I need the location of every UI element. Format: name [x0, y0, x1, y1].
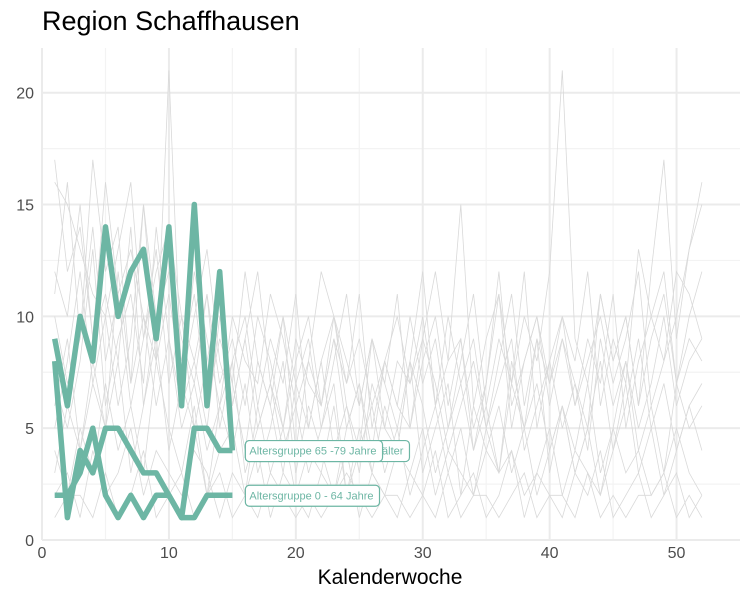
background-series-line — [54, 450, 703, 519]
series-label: Altersgruppe 65 -79 Jahre — [244, 439, 384, 463]
highlight-series — [51, 201, 236, 521]
y-tick-label: 20 — [16, 86, 34, 103]
y-tick-label: 0 — [25, 533, 34, 550]
background-series-line — [54, 204, 703, 451]
background-series-line — [54, 70, 703, 406]
background-series — [54, 70, 703, 520]
background-series-line — [54, 338, 703, 496]
background-series-line — [54, 428, 703, 520]
axis-ticks: 0 10 20 30 40 50 0 5 10 15 20 — [16, 86, 685, 562]
series-label: Altersgruppe 0 - 64 Jahre — [244, 484, 381, 507]
series-label-box — [244, 484, 381, 507]
x-tick-label: 40 — [541, 545, 559, 562]
highlight-series-line — [54, 425, 233, 521]
series-label-text: Altersgruppe 65 -79 Jahre — [249, 446, 376, 458]
highlight-series-line — [51, 201, 236, 451]
background-series-line — [54, 204, 703, 451]
x-tick-label: 30 — [414, 545, 432, 562]
x-tick-label: 0 — [38, 545, 47, 562]
chart-title: Region Schaffhausen — [42, 6, 300, 36]
series-label-box — [244, 439, 384, 463]
series-labels: Altersgruppe 80 Jahre und älterAltersgru… — [244, 439, 411, 507]
x-tick-label: 50 — [668, 545, 686, 562]
y-tick-label: 15 — [16, 198, 34, 215]
x-axis-title: Kalenderwoche — [318, 566, 463, 589]
y-tick-label: 10 — [16, 309, 34, 326]
y-tick-label: 5 — [25, 421, 34, 438]
x-tick-label: 20 — [287, 545, 305, 562]
series-label-text: Altersgruppe 0 - 64 Jahre — [249, 490, 373, 502]
background-series-line — [54, 182, 703, 429]
x-tick-label: 10 — [160, 545, 178, 562]
